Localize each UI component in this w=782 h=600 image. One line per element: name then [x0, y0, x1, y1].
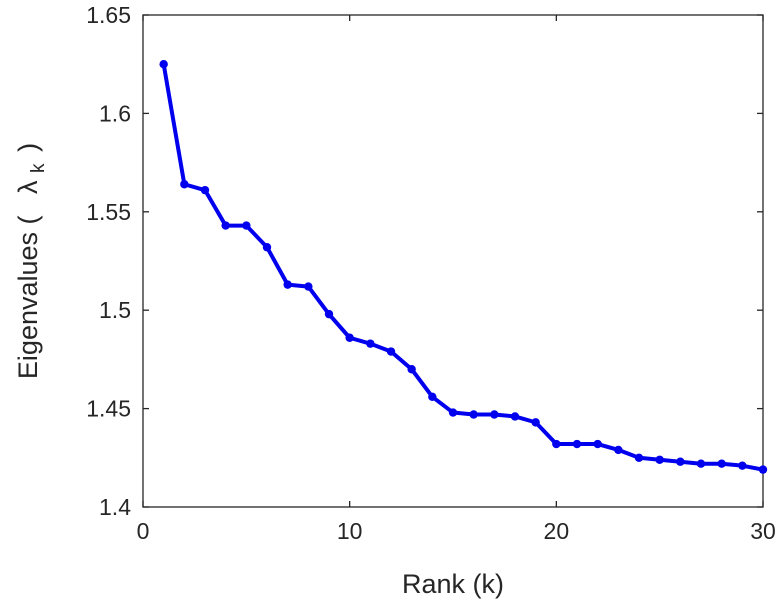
- data-point: [283, 280, 292, 289]
- y-axis-title: Eigenvalues ( λ k ): [13, 143, 50, 379]
- plot-area: [142, 14, 764, 508]
- data-point: [738, 461, 747, 470]
- data-point: [221, 221, 230, 230]
- y-axis-title-symbol: λ: [13, 180, 43, 194]
- data-point: [552, 439, 561, 449]
- data-point: [200, 185, 210, 195]
- data-point: [262, 243, 272, 252]
- axis-ticks: [142, 14, 764, 508]
- x-tick-label: 30: [750, 518, 776, 544]
- data-point: [510, 412, 520, 421]
- y-tick-label: 1.5: [99, 297, 131, 323]
- data-point: [159, 59, 168, 69]
- data-point: [448, 408, 458, 417]
- x-tick-label: 20: [544, 518, 570, 544]
- data-point: [572, 439, 582, 449]
- y-axis-title-prefix: Eigenvalues (: [13, 215, 43, 379]
- data-point: [593, 439, 602, 449]
- x-axis-title: Rank (k): [402, 569, 504, 599]
- data-point: [428, 392, 437, 401]
- data-point: [531, 418, 540, 427]
- y-tick-label: 1.6: [99, 100, 131, 126]
- x-tick-label: 10: [337, 518, 363, 544]
- data-point: [386, 347, 396, 356]
- series-layer: [159, 59, 768, 474]
- data-point: [490, 410, 499, 419]
- data-point: [469, 410, 478, 419]
- y-tick-label: 1.55: [86, 199, 131, 225]
- data-point: [614, 445, 623, 455]
- data-point: [180, 180, 189, 189]
- data-point: [696, 459, 706, 468]
- y-axis-title-subscript: k: [28, 163, 49, 173]
- x-tick-label: 0: [137, 518, 150, 544]
- data-point: [345, 333, 354, 342]
- data-point: [242, 221, 251, 230]
- y-tick-label: 1.65: [86, 2, 131, 28]
- data-point: [407, 365, 416, 374]
- data-point: [366, 339, 375, 348]
- tick-labels: 0 10 20 30 1.4 1.45 1.5 1.55 1.6 1.65: [86, 2, 776, 544]
- data-point: [655, 455, 664, 464]
- y-axis-title-suffix: ): [13, 143, 43, 152]
- data-point: [758, 465, 768, 474]
- y-tick-label: 1.45: [86, 396, 131, 422]
- data-point: [676, 457, 685, 466]
- data-point: [717, 459, 726, 468]
- data-point: [634, 453, 644, 462]
- data-point: [304, 282, 313, 291]
- y-tick-label: 1.4: [99, 494, 131, 520]
- data-point: [324, 309, 334, 319]
